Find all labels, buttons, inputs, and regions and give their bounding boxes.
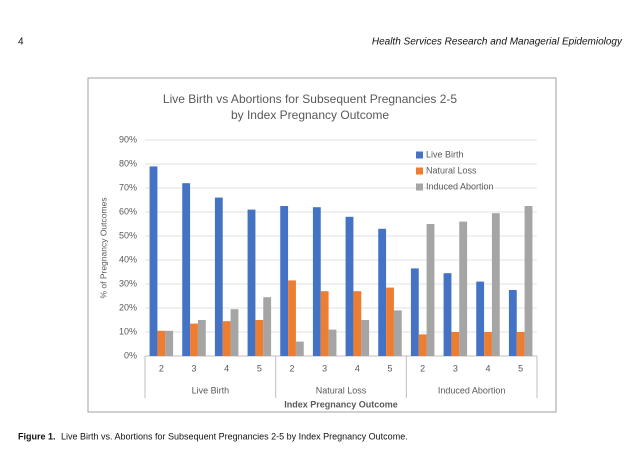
x-axis-title: Index Pregnancy Outcome <box>284 399 398 409</box>
y-tick-label: 20% <box>119 302 137 312</box>
bar <box>345 216 354 356</box>
bar <box>410 268 419 356</box>
bar <box>263 297 272 356</box>
caption-label: Figure 1. <box>18 431 56 441</box>
x-tick-label: 4 <box>224 363 229 373</box>
legend-label: Induced Abortion <box>426 181 494 191</box>
bar <box>280 206 289 356</box>
y-tick-label: 80% <box>119 158 137 168</box>
group-label: Induced Abortion <box>438 385 506 395</box>
bar <box>484 332 492 356</box>
x-tick-label: 3 <box>322 363 327 373</box>
bar <box>182 183 191 356</box>
y-tick-label: 50% <box>119 230 137 240</box>
bar <box>361 320 370 356</box>
chart-frame <box>87 77 557 413</box>
x-tick-label: 5 <box>257 363 262 373</box>
journal-name: Health Services Research and Managerial … <box>372 37 623 48</box>
bar <box>516 332 525 356</box>
x-tick-label: 3 <box>453 363 458 373</box>
bar <box>443 273 452 356</box>
y-tick-label: 10% <box>119 326 137 336</box>
bar <box>451 332 460 356</box>
y-tick-label: 0% <box>124 350 137 360</box>
y-tick-label: 30% <box>119 278 137 288</box>
x-tick-label: 4 <box>355 363 360 373</box>
group-label: Natural Loss <box>316 385 367 395</box>
bar <box>476 281 485 356</box>
x-tick-label: 4 <box>485 363 490 373</box>
bar <box>508 290 517 356</box>
bar <box>222 321 231 356</box>
y-axis-title: % of Pregnancy Outcomes <box>98 197 108 298</box>
bar <box>491 213 500 356</box>
bar <box>320 291 329 356</box>
bar <box>149 166 158 356</box>
chart-title: Live Birth vs Abortions for Subsequent P… <box>163 92 457 106</box>
bar <box>157 330 166 356</box>
x-tick-label: 2 <box>159 363 164 373</box>
bar <box>190 323 198 356</box>
bar <box>378 228 387 356</box>
y-tick-label: 70% <box>119 182 137 192</box>
bar <box>288 280 296 356</box>
legend-label: Natural Loss <box>426 165 477 175</box>
bar <box>459 221 468 356</box>
y-tick-label: 90% <box>119 134 137 144</box>
bar <box>230 309 239 356</box>
bar <box>255 320 264 356</box>
x-tick-label: 5 <box>518 363 523 373</box>
legend-label: Live Birth <box>426 149 464 159</box>
bar <box>295 341 304 356</box>
bar <box>165 330 174 356</box>
legend-swatch <box>416 151 423 159</box>
legend-swatch <box>416 167 423 175</box>
x-tick-label: 2 <box>289 363 294 373</box>
bar <box>214 197 223 356</box>
x-tick-label: 5 <box>387 363 392 373</box>
bar <box>247 209 256 356</box>
bar <box>353 291 362 356</box>
legend-swatch <box>416 183 423 191</box>
bar <box>426 224 435 356</box>
group-label: Live Birth <box>192 385 230 395</box>
caption: Live Birth vs. Abortions for Subsequent … <box>61 431 408 441</box>
bar <box>197 320 206 356</box>
page-number: 4 <box>18 37 24 48</box>
bar <box>328 329 337 356</box>
bar <box>524 206 533 356</box>
bar <box>386 287 394 356</box>
y-tick-label: 60% <box>119 206 137 216</box>
x-tick-label: 2 <box>420 363 425 373</box>
bar <box>393 310 402 356</box>
chart-title: by Index Pregnancy Outcome <box>231 108 389 122</box>
bar <box>418 334 427 356</box>
x-tick-label: 3 <box>191 363 196 373</box>
bar <box>312 207 321 356</box>
y-tick-label: 40% <box>119 254 137 264</box>
